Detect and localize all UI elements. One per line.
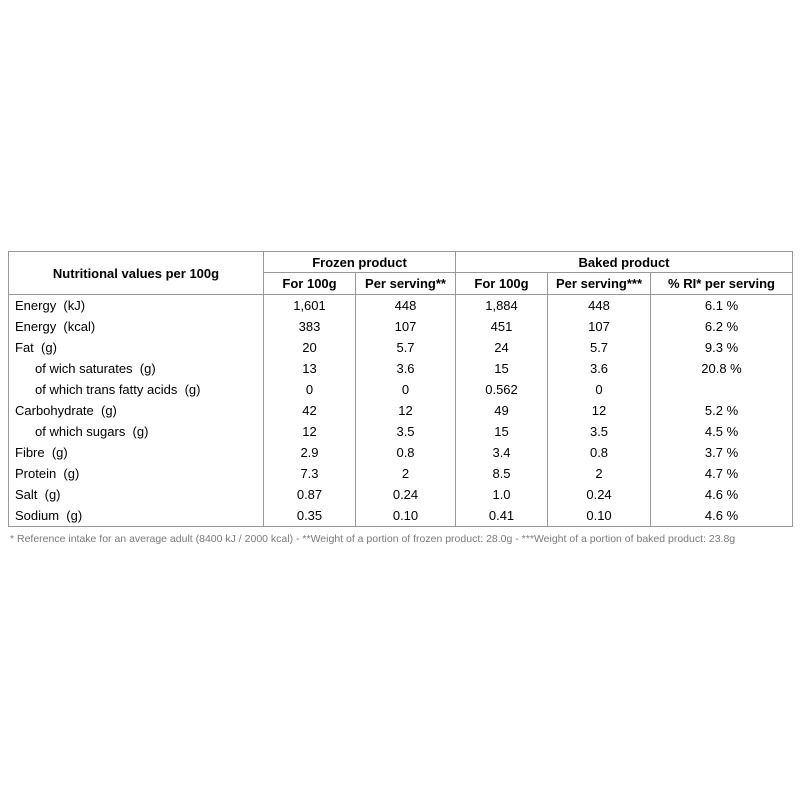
value-cell: 24 bbox=[455, 337, 549, 358]
row-label: Energy (kJ) bbox=[8, 294, 264, 316]
value-cell: 0.8 bbox=[354, 442, 457, 463]
value-cell: 0.562 bbox=[455, 379, 549, 400]
row-label: of wich saturates (g) bbox=[8, 358, 264, 379]
value-cell: 15 bbox=[455, 358, 549, 379]
table-row: Energy (kJ) 1,601 448 1,884 448 6.1 % bbox=[8, 294, 794, 316]
row-label: Fibre (g) bbox=[8, 442, 264, 463]
value-cell: 448 bbox=[354, 294, 457, 316]
value-cell: 4.6 % bbox=[650, 484, 794, 505]
row-label: Fat (g) bbox=[8, 337, 264, 358]
value-cell: 2 bbox=[354, 463, 457, 484]
value-cell: 383 bbox=[263, 316, 356, 337]
table-row: Protein (g) 7.3 2 8.5 2 4.7 % bbox=[8, 463, 794, 484]
table-row: Carbohydrate (g) 42 12 49 12 5.2 % bbox=[8, 400, 794, 421]
value-cell: 12 bbox=[547, 400, 652, 421]
value-cell: 4.5 % bbox=[650, 421, 794, 442]
group-header-baked-product: Baked product bbox=[455, 251, 794, 273]
header-row-groups: Nutritional values per 100g Frozen produ… bbox=[8, 251, 794, 295]
row-label: Sodium (g) bbox=[8, 505, 264, 527]
value-cell: 15 bbox=[455, 421, 549, 442]
column-header-baked-per-serving: Per serving*** bbox=[547, 272, 652, 295]
group-header-frozen-product: Frozen product bbox=[262, 251, 457, 273]
value-cell: 0 bbox=[354, 379, 457, 400]
value-cell: 3.5 bbox=[547, 421, 652, 442]
value-cell: 6.2 % bbox=[650, 316, 794, 337]
value-cell: 5.2 % bbox=[650, 400, 794, 421]
table-row: Sodium (g) 0.35 0.10 0.41 0.10 4.6 % bbox=[8, 505, 794, 527]
value-cell: 3.5 bbox=[354, 421, 457, 442]
value-cell: 6.1 % bbox=[650, 294, 794, 316]
value-cell: 0.41 bbox=[455, 505, 549, 527]
value-cell: 0 bbox=[263, 379, 356, 400]
value-cell: 0.8 bbox=[547, 442, 652, 463]
nutrition-table: Nutritional values per 100g Frozen produ… bbox=[8, 251, 794, 527]
table-row: Salt (g) 0.87 0.24 1.0 0.24 4.6 % bbox=[8, 484, 794, 505]
table-row: of which sugars (g) 12 3.5 15 3.5 4.5 % bbox=[8, 421, 794, 442]
value-cell: 20 bbox=[263, 337, 356, 358]
table-row: Fibre (g) 2.9 0.8 3.4 0.8 3.7 % bbox=[8, 442, 794, 463]
value-cell: 1,601 bbox=[263, 294, 356, 316]
value-cell: 0.24 bbox=[354, 484, 457, 505]
value-cell bbox=[650, 379, 794, 400]
table-row: Fat (g) 20 5.7 24 5.7 9.3 % bbox=[8, 337, 794, 358]
value-cell: 107 bbox=[354, 316, 457, 337]
row-label: Carbohydrate (g) bbox=[8, 400, 264, 421]
value-cell: 2 bbox=[547, 463, 652, 484]
value-cell: 20.8 % bbox=[650, 358, 794, 379]
row-label: of which sugars (g) bbox=[8, 421, 264, 442]
value-cell: 0.10 bbox=[354, 505, 457, 527]
table-row: of which trans fatty acids (g) 0 0 0.562 0 bbox=[8, 379, 794, 400]
value-cell: 3.6 bbox=[547, 358, 652, 379]
value-cell: 4.7 % bbox=[650, 463, 794, 484]
value-cell: 9.3 % bbox=[650, 337, 794, 358]
value-cell: 1,884 bbox=[455, 294, 549, 316]
value-cell: 451 bbox=[455, 316, 549, 337]
table-row: of wich saturates (g) 13 3.6 15 3.6 20.8 % bbox=[8, 358, 794, 379]
value-cell: 0 bbox=[547, 379, 652, 400]
value-cell: 42 bbox=[263, 400, 356, 421]
value-cell: 1.0 bbox=[455, 484, 549, 505]
value-cell: 0.24 bbox=[547, 484, 652, 505]
value-cell: 7.3 bbox=[263, 463, 356, 484]
value-cell: 107 bbox=[547, 316, 652, 337]
value-cell: 4.6 % bbox=[650, 505, 794, 527]
row-label: Energy (kcal) bbox=[8, 316, 264, 337]
header-row-columns: For 100g Per serving** For 100g Per serv… bbox=[9, 272, 794, 295]
footnote: * Reference intake for an average adult … bbox=[10, 533, 736, 545]
value-cell: 12 bbox=[354, 400, 457, 421]
table-body: Energy (kJ) 1,601 448 1,884 448 6.1 % Energy (… bbox=[8, 294, 794, 527]
value-cell: 13 bbox=[263, 358, 356, 379]
value-cell: 8.5 bbox=[455, 463, 549, 484]
value-cell: 49 bbox=[455, 400, 549, 421]
value-cell: 12 bbox=[263, 421, 356, 442]
corner-header: Nutritional values per 100g bbox=[8, 251, 264, 295]
value-cell: 0.35 bbox=[263, 505, 356, 527]
column-header-ri-per-serving: % RI* per serving bbox=[650, 272, 794, 295]
column-header-frozen-per-serving: Per serving** bbox=[354, 272, 457, 295]
row-label: of which trans fatty acids (g) bbox=[8, 379, 264, 400]
value-cell: 3.7 % bbox=[650, 442, 794, 463]
value-cell: 3.6 bbox=[354, 358, 457, 379]
value-cell: 0.87 bbox=[263, 484, 356, 505]
column-header-baked-for-100g: For 100g bbox=[455, 272, 549, 295]
value-cell: 2.9 bbox=[263, 442, 356, 463]
value-cell: 0.10 bbox=[547, 505, 652, 527]
value-cell: 3.4 bbox=[455, 442, 549, 463]
table-row: Energy (kcal) 383 107 451 107 6.2 % bbox=[8, 316, 794, 337]
row-label: Salt (g) bbox=[8, 484, 264, 505]
value-cell: 5.7 bbox=[354, 337, 457, 358]
value-cell: 5.7 bbox=[547, 337, 652, 358]
column-header-frozen-for-100g: For 100g bbox=[263, 272, 356, 295]
value-cell: 448 bbox=[547, 294, 652, 316]
row-label: Protein (g) bbox=[8, 463, 264, 484]
